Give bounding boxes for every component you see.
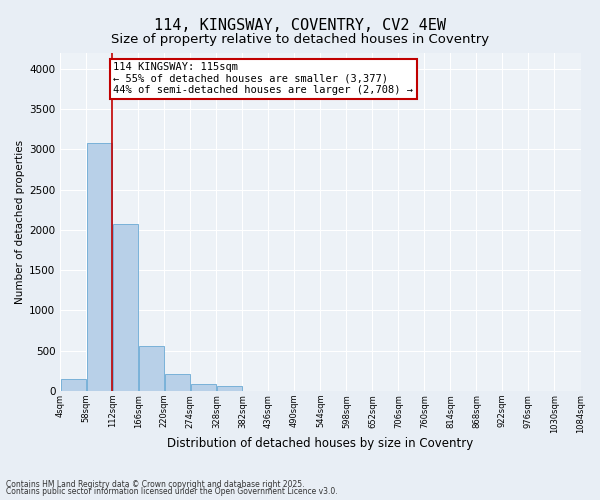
Bar [86,143,112,391]
Bar [113,224,138,391]
Y-axis label: Number of detached properties: Number of detached properties [15,140,25,304]
Text: 114, KINGSWAY, COVENTRY, CV2 4EW: 114, KINGSWAY, COVENTRY, CV2 4EW [154,18,446,32]
Bar [61,379,86,391]
Bar [191,384,216,391]
Text: Size of property relative to detached houses in Coventry: Size of property relative to detached ho… [111,32,489,46]
Text: 114 KINGSWAY: 115sqm
← 55% of detached houses are smaller (3,377)
44% of semi-de: 114 KINGSWAY: 115sqm ← 55% of detached h… [113,62,413,96]
Bar [139,346,164,391]
Bar [217,386,242,391]
X-axis label: Distribution of detached houses by size in Coventry: Distribution of detached houses by size … [167,437,473,450]
Text: Contains public sector information licensed under the Open Government Licence v3: Contains public sector information licen… [6,487,338,496]
Text: Contains HM Land Registry data © Crown copyright and database right 2025.: Contains HM Land Registry data © Crown c… [6,480,305,489]
Bar [165,374,190,391]
